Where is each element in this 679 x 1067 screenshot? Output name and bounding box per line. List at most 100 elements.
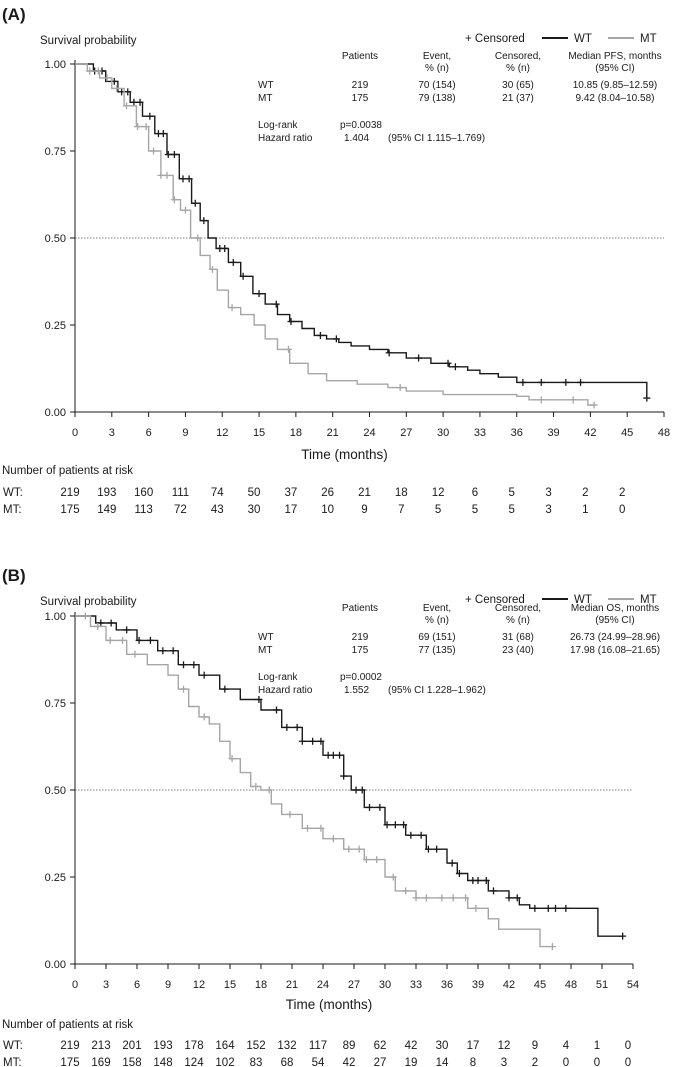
censor-mark-wt: [185, 175, 193, 183]
x-tick-label: 15: [253, 427, 265, 439]
risk-value: 19: [405, 1057, 418, 1067]
risk-value: 3: [501, 1057, 507, 1067]
x-tick-label: 30: [437, 427, 449, 439]
stats-event: 69 (151): [418, 632, 455, 643]
censor-mark-mt: [422, 894, 430, 902]
legend-censored: + Censored: [465, 33, 525, 45]
stats-header: Censored,% (n): [495, 603, 541, 626]
censor-mark-mt: [345, 845, 353, 853]
censor-mark-wt: [531, 904, 539, 912]
censor-mark-wt: [316, 331, 324, 339]
risk-value: 12: [498, 1040, 511, 1052]
stats-patients: 175: [352, 93, 369, 104]
x-tick-label: 15: [224, 979, 236, 991]
hazard-ratio-value: 1.552: [344, 685, 369, 696]
censor-mark-wt: [332, 335, 340, 343]
censor-mark-mt: [449, 894, 457, 902]
censor-mark-mt: [81, 612, 89, 620]
censor-mark-wt: [287, 318, 295, 326]
censor-mark-wt: [169, 647, 177, 655]
risk-value: 158: [122, 1057, 141, 1067]
censor-mark-wt: [577, 378, 585, 386]
y-tick-label: 0.25: [45, 320, 66, 332]
risk-value: 3: [545, 504, 551, 516]
censor-mark-mt: [134, 123, 142, 131]
risk-row-label: MT:: [3, 504, 22, 516]
censor-mark-mt: [373, 856, 381, 864]
logrank-label: Log-rank: [258, 120, 298, 131]
censor-mark-wt: [191, 199, 199, 207]
x-tick-label: 36: [441, 979, 453, 991]
risk-value: 152: [246, 1040, 265, 1052]
x-tick-label: 3: [109, 427, 115, 439]
risk-value: 169: [91, 1057, 110, 1067]
censor-mark-wt: [451, 363, 459, 371]
legend-censored: + Censored: [465, 594, 525, 606]
censor-mark-wt: [329, 751, 337, 759]
risk-value: 4: [563, 1040, 570, 1052]
x-tick-label: 48: [658, 427, 670, 439]
risk-value: 175: [60, 504, 79, 516]
x-tick-label: 21: [286, 979, 298, 991]
censor-mark-wt: [293, 723, 301, 731]
censor-mark-wt: [255, 696, 263, 704]
censor-mark-wt: [562, 904, 570, 912]
risk-value: 10: [321, 504, 334, 516]
stats-row-label: MT: [258, 93, 272, 104]
stats-row-label: WT: [258, 80, 274, 91]
x-tick-label: 12: [193, 979, 205, 991]
censor-mark-wt: [130, 98, 138, 106]
chart-panel-a: (A) Survival probability + Censored WT MT 0.0…: [2, 5, 670, 516]
censor-mark-wt: [164, 150, 172, 158]
logrank-value: p=0.0038: [340, 120, 382, 131]
stats-header: Patients: [342, 51, 378, 62]
risk-value: 201: [122, 1040, 141, 1052]
y-tick-label: 1.00: [45, 611, 66, 623]
stats-censored: 31 (68): [502, 632, 534, 643]
censor-mark-wt: [433, 845, 441, 853]
censor-mark-mt: [286, 810, 294, 818]
censor-mark-wt: [272, 300, 280, 308]
stats-median: 17.98 (16.08–21.65): [570, 645, 660, 656]
survival-curve-mt: [75, 615, 551, 948]
censor-mark-mt: [548, 943, 556, 951]
stats-header: Censored,% (n): [495, 51, 541, 74]
risk-value: 213: [91, 1040, 110, 1052]
risk-value: 117: [309, 1040, 327, 1052]
censor-mark-mt: [208, 265, 216, 273]
risk-value: 6: [472, 487, 478, 499]
x-tick-label: 42: [503, 979, 515, 991]
stats-header: Patients: [342, 603, 378, 614]
censor-mark-mt: [163, 171, 171, 179]
censor-mark-mt: [228, 304, 236, 312]
censor-mark-mt: [119, 636, 127, 644]
censor-mark-mt: [362, 856, 370, 864]
risk-value: 219: [60, 487, 79, 499]
y-tick-label: 0.75: [45, 698, 66, 710]
x-tick-label: 18: [255, 979, 267, 991]
survival-curve-wt: [75, 63, 648, 399]
censor-mark-wt: [376, 803, 384, 811]
y-tick-label: 0.25: [45, 872, 66, 884]
x-tick-label: 9: [182, 427, 188, 439]
risk-value: 193: [97, 487, 116, 499]
stats-row-label: WT: [258, 632, 274, 643]
x-tick-label: 21: [327, 427, 339, 439]
censor-mark-mt: [123, 102, 131, 110]
stats-median: 9.42 (8.04–10.58): [576, 93, 655, 104]
x-tick-label: 39: [472, 979, 484, 991]
risk-value: 42: [405, 1040, 418, 1052]
x-tick-label: 27: [348, 979, 360, 991]
stats-median: 10.85 (9.85–12.59): [573, 80, 658, 91]
risk-value: 148: [153, 1057, 172, 1067]
censor-mark-wt: [159, 130, 167, 138]
censor-mark-wt: [146, 112, 154, 120]
censor-mark-wt: [255, 290, 263, 298]
censor-mark-mt: [438, 894, 446, 902]
risk-value: 2: [619, 487, 625, 499]
risk-value: 9: [361, 504, 367, 516]
censor-mark-mt: [304, 824, 311, 832]
censor-mark-wt: [513, 894, 521, 902]
censor-mark-mt: [228, 755, 236, 763]
censor-mark-wt: [124, 88, 132, 96]
